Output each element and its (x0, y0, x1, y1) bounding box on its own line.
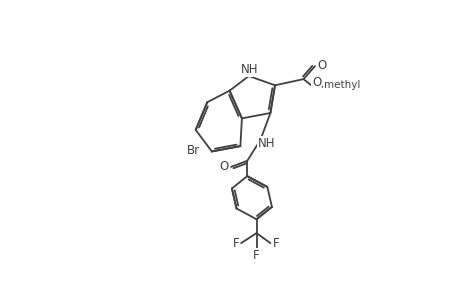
Text: F: F (252, 249, 259, 262)
Text: F: F (272, 237, 279, 250)
Text: F: F (232, 237, 239, 250)
Text: NH: NH (257, 136, 274, 149)
Text: methyl: methyl (323, 80, 359, 89)
Text: O: O (219, 160, 228, 172)
Text: methyl: methyl (0, 299, 1, 300)
Text: NH: NH (241, 63, 258, 76)
Text: Br: Br (187, 144, 200, 157)
Text: O: O (317, 59, 326, 72)
Text: O: O (311, 76, 320, 89)
